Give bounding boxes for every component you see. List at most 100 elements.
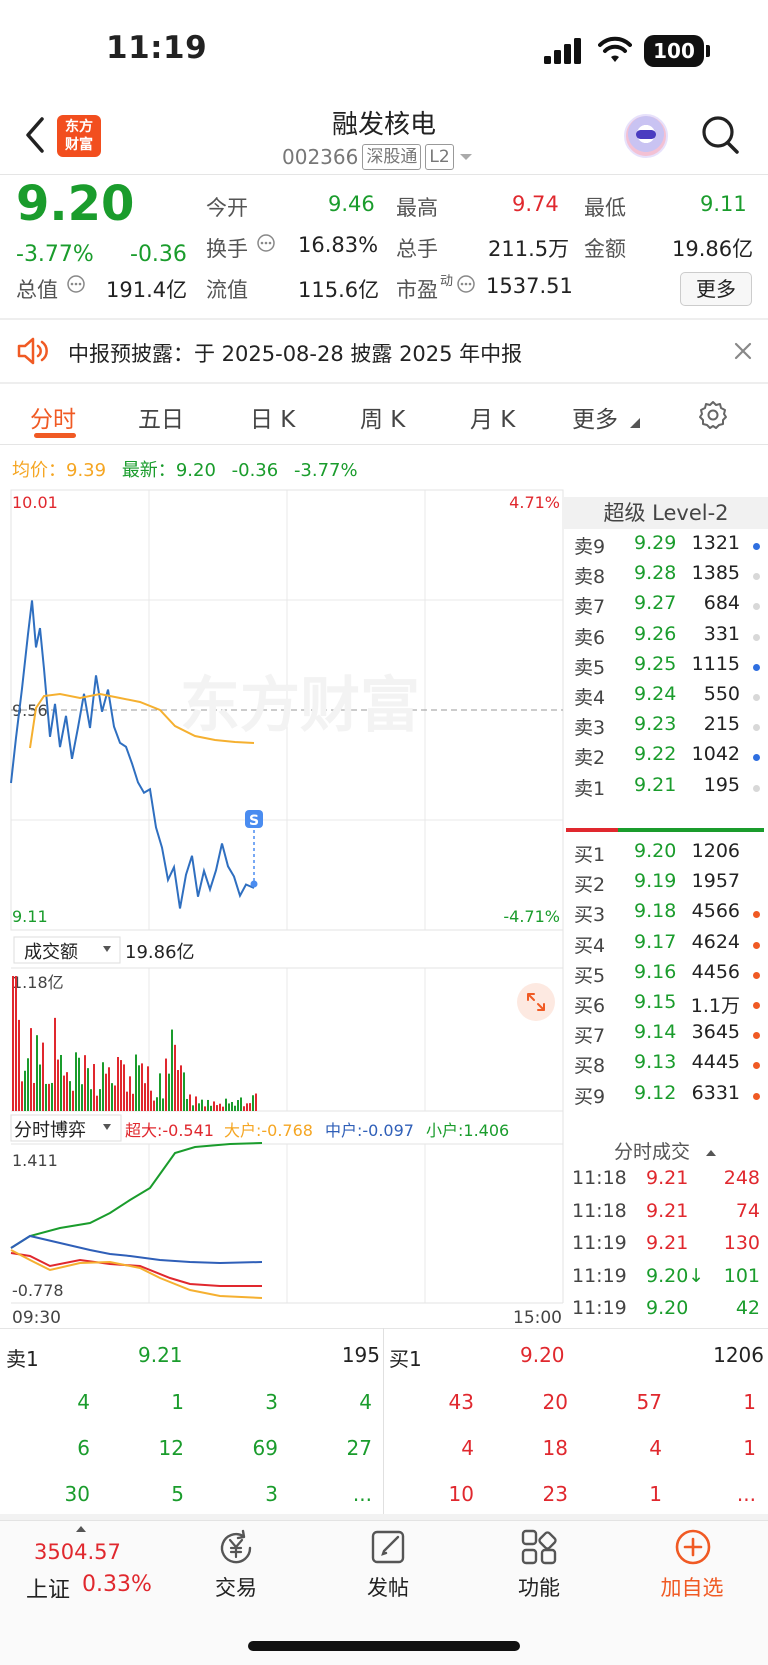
volume-bar <box>183 1072 185 1111</box>
volume-bar <box>165 1058 167 1111</box>
float-cap-label: 流值 <box>206 278 248 302</box>
volume-bar <box>189 1094 191 1111</box>
game-selector-box[interactable] <box>10 1114 122 1142</box>
robot-assistant-icon[interactable] <box>624 114 668 158</box>
ask-row[interactable]: 卖7 9.27 684 <box>564 592 768 624</box>
ask-volume: 684 <box>703 592 740 615</box>
tab-five-day[interactable]: 五日 <box>138 407 184 433</box>
more-info-icon[interactable] <box>256 233 276 253</box>
price-panel-grid <box>10 489 564 931</box>
queue-divider <box>383 1328 384 1514</box>
tab-daily-k[interactable]: 日 K <box>250 407 296 433</box>
trade-marker-badge[interactable] <box>245 810 263 828</box>
stock-code-row[interactable]: 002366 深股通 L2 <box>282 144 474 170</box>
volume-bar <box>204 1106 206 1111</box>
ask-row[interactable]: 卖4 9.24 550 <box>564 683 768 715</box>
bid-volume: 1957 <box>691 870 740 893</box>
search-icon[interactable] <box>700 114 740 156</box>
tick-price: 9.21 <box>646 1167 689 1189</box>
level2-header[interactable]: 超级 Level-2 <box>564 497 768 529</box>
volume-bar <box>153 1100 155 1111</box>
ask-row[interactable]: 卖9 9.29 1321 <box>564 532 768 564</box>
bid-row[interactable]: 买6 9.15 1.1万 <box>564 991 768 1023</box>
notice-text[interactable]: 中报预披露：于 2025-08-28 披露 2025 年中报 <box>68 342 523 366</box>
bid-price: 9.16 <box>634 960 677 983</box>
tab-weekly-k[interactable]: 周 K <box>360 407 406 433</box>
bid-volume: 6331 <box>691 1081 740 1104</box>
volume-bar <box>21 1081 23 1111</box>
ask-row[interactable]: 卖6 9.26 331 <box>564 623 768 655</box>
ask-row[interactable]: 卖2 9.22 1042 <box>564 743 768 775</box>
volume-bar <box>240 1097 242 1111</box>
index-value[interactable]: 3504.57 <box>34 1540 121 1564</box>
tick-price: 9.20 <box>646 1297 689 1319</box>
buy-queue-cell: 57 <box>636 1390 662 1414</box>
functions-grid-icon[interactable] <box>520 1528 558 1566</box>
volume-bar <box>84 1055 86 1111</box>
close-icon[interactable] <box>734 342 752 360</box>
volume-bar <box>105 1073 107 1111</box>
tick-time: 11:18 <box>572 1167 627 1189</box>
nav-post[interactable]: 发帖 <box>367 1576 409 1600</box>
add-watchlist-icon[interactable] <box>674 1528 712 1566</box>
volume-bar <box>102 1062 104 1111</box>
tab-monthly-k[interactable]: 月 K <box>470 407 516 433</box>
buy-queue-cell: ... <box>736 1482 756 1506</box>
sell-queue-cell: ... <box>352 1482 372 1506</box>
trade-yen-icon[interactable] <box>216 1528 256 1568</box>
volume-bar <box>150 1090 152 1111</box>
gear-icon[interactable] <box>698 400 728 430</box>
home-indicator[interactable] <box>248 1641 520 1651</box>
tab-active-indicator <box>34 433 76 438</box>
volume-bar <box>42 1042 44 1111</box>
bid-indicator-dot <box>753 1062 760 1070</box>
intraday-chart[interactable]: 东方财富 10.01 9.56 9.11 4.71% -4.71% S 成交额 … <box>0 488 564 1330</box>
tick-volume: 248 <box>723 1167 760 1189</box>
tab-intraday[interactable]: 分时 <box>30 407 76 433</box>
bid-row[interactable]: 买1 9.20 1206 <box>564 840 768 872</box>
more-info-icon[interactable] <box>456 274 476 294</box>
volume-bar <box>117 1057 119 1111</box>
bid-row[interactable]: 买5 9.16 4456 <box>564 961 768 993</box>
volume-bar <box>63 1075 65 1111</box>
chevron-down-icon <box>630 418 640 428</box>
post-edit-icon[interactable] <box>370 1528 408 1566</box>
volume-bar <box>87 1068 89 1111</box>
ask-volume: 550 <box>703 683 740 705</box>
battery-indicator: 100 <box>644 35 704 67</box>
volume-selector-box[interactable] <box>13 936 121 964</box>
ask-row[interactable]: 卖3 9.23 215 <box>564 713 768 745</box>
ask-indicator-dot <box>753 694 760 701</box>
volume-bar <box>171 1029 173 1111</box>
stock-title[interactable]: 融发核电 <box>331 110 436 140</box>
ask-row[interactable]: 卖1 9.21 195 <box>564 774 768 806</box>
bid-row[interactable]: 买8 9.13 4445 <box>564 1051 768 1083</box>
bid-row[interactable]: 买3 9.18 4566 <box>564 900 768 932</box>
volume-bar <box>210 1105 212 1111</box>
bid-row[interactable]: 买2 9.19 1957 <box>564 870 768 902</box>
tab-more[interactable]: 更多 <box>572 407 618 433</box>
more-button[interactable]: 更多 <box>680 272 752 306</box>
ask-row[interactable]: 卖5 9.25 1115 <box>564 653 768 685</box>
game-legend-xl: 超大:-0.541 <box>125 1121 214 1140</box>
back-icon[interactable] <box>24 117 46 153</box>
sell-queue-cell: 3 <box>265 1390 278 1414</box>
bid-row[interactable]: 买7 9.14 3645 <box>564 1021 768 1053</box>
ask-row[interactable]: 卖8 9.28 1385 <box>564 562 768 594</box>
volume-bar <box>201 1099 203 1111</box>
ticks-header[interactable]: 分时成交 <box>564 1137 768 1164</box>
more-info-icon[interactable] <box>66 274 86 294</box>
bid-row[interactable]: 买9 9.12 6331 <box>564 1082 768 1114</box>
volume-bar <box>69 1081 71 1111</box>
buy-queue-label: 买1 <box>389 1347 422 1371</box>
volume-bar <box>222 1106 224 1111</box>
queue-bottom-border <box>0 1514 768 1520</box>
expand-button-bg[interactable] <box>517 983 555 1021</box>
tick-time: 11:19 <box>572 1232 627 1254</box>
volume-bar <box>180 1065 182 1111</box>
nav-trade[interactable]: 交易 <box>215 1576 257 1600</box>
nav-functions[interactable]: 功能 <box>518 1576 560 1600</box>
nav-add-watchlist[interactable]: 加自选 <box>660 1576 724 1600</box>
bid-row[interactable]: 买4 9.17 4624 <box>564 931 768 963</box>
volume-bar <box>36 1035 38 1111</box>
